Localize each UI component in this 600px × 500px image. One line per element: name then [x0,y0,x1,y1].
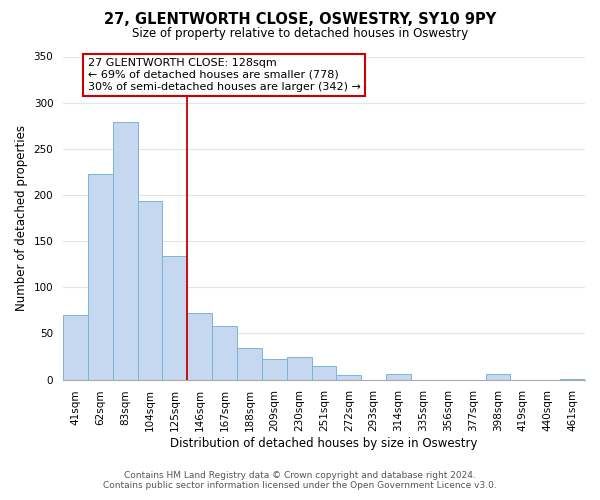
Bar [386,374,411,380]
Bar [311,366,337,380]
Text: Contains HM Land Registry data © Crown copyright and database right 2024.
Contai: Contains HM Land Registry data © Crown c… [103,470,497,490]
Bar [137,202,163,380]
Bar [560,378,585,380]
Text: 27 GLENTWORTH CLOSE: 128sqm
← 69% of detached houses are smaller (778)
30% of se: 27 GLENTWORTH CLOSE: 128sqm ← 69% of det… [88,58,361,92]
Bar [287,356,311,380]
Text: 27, GLENTWORTH CLOSE, OSWESTRY, SY10 9PY: 27, GLENTWORTH CLOSE, OSWESTRY, SY10 9PY [104,12,496,28]
Bar [485,374,511,380]
Bar [163,256,187,380]
Bar [262,360,287,380]
Bar [88,174,113,380]
Bar [337,375,361,380]
Bar [113,122,137,380]
Bar [187,313,212,380]
Bar [212,326,237,380]
Bar [63,315,88,380]
X-axis label: Distribution of detached houses by size in Oswestry: Distribution of detached houses by size … [170,437,478,450]
Y-axis label: Number of detached properties: Number of detached properties [15,125,28,311]
Bar [237,348,262,380]
Text: Size of property relative to detached houses in Oswestry: Size of property relative to detached ho… [132,28,468,40]
